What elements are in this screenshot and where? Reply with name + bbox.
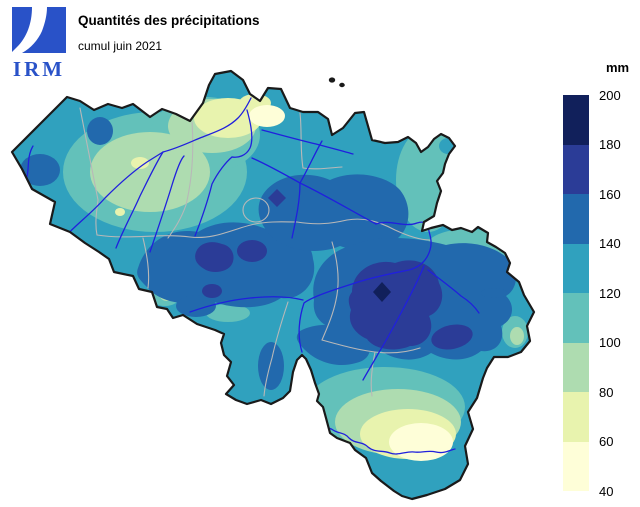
legend-tick-200: 200 xyxy=(599,88,621,103)
irm-logo-text: IRM xyxy=(12,57,66,81)
legend-unit-label: mm xyxy=(606,60,630,75)
legend-tick-60: 60 xyxy=(599,434,614,449)
legend-tick-100: 100 xyxy=(599,335,621,350)
legend-band-140-160 xyxy=(563,194,589,244)
legend-tick-80: 80 xyxy=(599,385,614,400)
legend-band-60-80 xyxy=(563,392,589,442)
province-borders xyxy=(79,107,431,397)
legend-band-180-200 xyxy=(563,95,589,145)
map-title: Quantités des précipitations xyxy=(78,13,260,28)
legend-band-120-140 xyxy=(563,243,589,293)
legend-tick-40: 40 xyxy=(599,484,614,499)
contour-level-160-180 xyxy=(195,189,473,350)
legend-tick-140: 140 xyxy=(599,236,621,251)
legend-tick-160: 160 xyxy=(599,187,621,202)
precipitation-contour-fills xyxy=(12,71,534,499)
contour-level-180-200 xyxy=(373,282,391,302)
irm-logo: IRM xyxy=(10,7,68,81)
legend-band-80-100 xyxy=(563,342,589,392)
legend-tick-120: 120 xyxy=(599,286,621,301)
legend-band-100-120 xyxy=(563,293,589,343)
baarle-hertog-exclaves xyxy=(328,77,345,88)
contour-level-40-60 xyxy=(249,105,453,461)
belgium-outline xyxy=(10,69,536,501)
map-subtitle: cumul juin 2021 xyxy=(78,39,163,53)
legend-color-bar xyxy=(563,95,589,491)
legend-tick-180: 180 xyxy=(599,137,621,152)
legend-band-160-180 xyxy=(563,144,589,194)
irm-logo-icon xyxy=(12,7,66,53)
legend-band-40-60 xyxy=(563,441,589,491)
